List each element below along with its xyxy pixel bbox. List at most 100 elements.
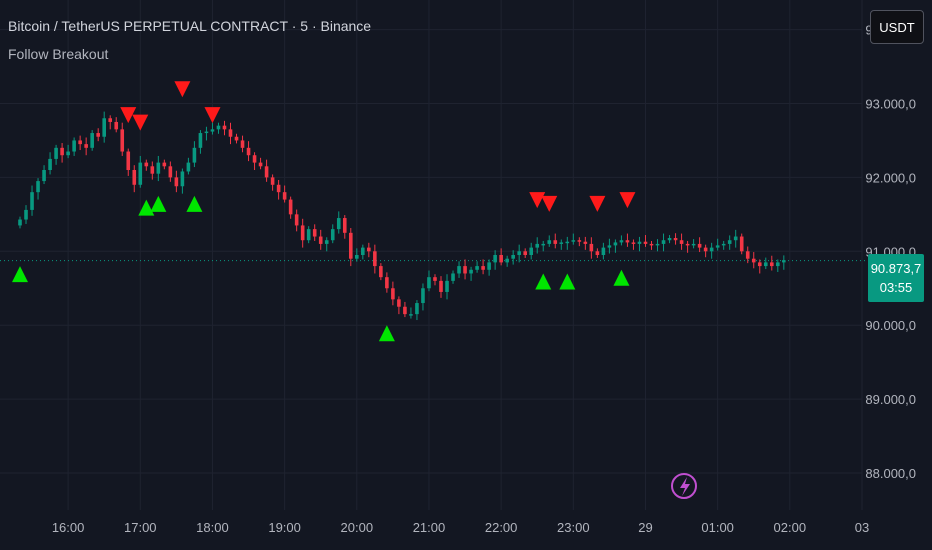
- candle-body: [565, 241, 570, 244]
- candle-body: [625, 240, 630, 243]
- candle-body: [367, 247, 371, 252]
- candle-body: [763, 262, 768, 267]
- candle-body: [421, 288, 425, 304]
- buy-signal-marker: [613, 269, 630, 286]
- candle-body: [643, 241, 648, 244]
- candle-body: [475, 266, 479, 270]
- candle-body: [595, 251, 600, 255]
- time-tick-label: 01:00: [701, 520, 734, 535]
- candle-body: [36, 181, 40, 193]
- candle-body: [324, 240, 329, 244]
- candle-body: [66, 151, 70, 156]
- candle-body: [258, 162, 263, 167]
- symbol-title[interactable]: Bitcoin / TetherUS PERPETUAL CONTRACT · …: [8, 18, 372, 34]
- candle-body: [385, 277, 389, 289]
- candle-body: [691, 243, 696, 246]
- price-tick-label: 92.000,0: [865, 170, 916, 185]
- candle-body: [757, 262, 762, 267]
- candle-body: [144, 162, 149, 167]
- candle-body: [751, 258, 756, 263]
- candle-body: [361, 247, 365, 255]
- candle-body: [631, 242, 636, 244]
- candle-body: [577, 240, 582, 242]
- candle-body: [493, 255, 497, 263]
- sell-signal-marker: [589, 195, 606, 212]
- candle-body: [336, 218, 341, 230]
- price-tick-label: 89.000,0: [865, 392, 916, 407]
- time-tick-label: 18:00: [196, 520, 229, 535]
- candle-body: [517, 251, 521, 255]
- candle-body: [102, 118, 106, 137]
- candle-body: [198, 133, 203, 148]
- candle-body: [535, 243, 540, 248]
- candle-body: [162, 162, 167, 167]
- time-axis[interactable]: 16:00 17:00 18:00 19:00 20:00 21:00 22:00 23:00…: [52, 520, 869, 535]
- price-axis[interactable]: 88.000,089.000,090.000,091.000,092.000,0…: [865, 23, 916, 481]
- candle-body: [138, 162, 143, 185]
- candle-body: [403, 306, 407, 315]
- candle-body: [192, 147, 197, 163]
- time-tick-label: 02:00: [774, 520, 807, 535]
- buy-signal-marker: [150, 195, 167, 212]
- candle-body: [685, 243, 690, 246]
- candle-body: [415, 303, 419, 315]
- candle-body: [613, 242, 618, 246]
- candle-body: [451, 273, 455, 281]
- candle-body: [216, 125, 221, 130]
- candle-body: [583, 241, 588, 244]
- candle-body: [60, 147, 64, 156]
- signal-markers: [12, 81, 636, 342]
- sell-signal-marker: [132, 114, 149, 131]
- candle-body: [174, 177, 179, 187]
- candle-body: [457, 266, 461, 274]
- candle-body: [697, 243, 702, 248]
- candle-countdown: 03:55: [879, 280, 913, 295]
- sell-signal-marker: [174, 81, 191, 98]
- candle-body: [78, 140, 82, 145]
- candle-body: [505, 258, 509, 263]
- candle-body: [186, 162, 191, 172]
- candle-body: [649, 243, 654, 246]
- candle-body: [30, 192, 34, 210]
- candle-body: [108, 118, 113, 122]
- buy-signal-marker: [378, 325, 395, 342]
- candle-body: [114, 121, 119, 130]
- candle-body: [300, 225, 305, 241]
- candle-body: [288, 199, 293, 215]
- candle-body: [727, 240, 732, 244]
- current-price-value: 90.873,7: [870, 261, 922, 276]
- candle-body: [96, 133, 100, 137]
- candle-body: [180, 171, 185, 187]
- candle-body: [661, 240, 666, 244]
- candle-body: [355, 255, 359, 259]
- candle-body: [391, 288, 395, 300]
- candle-body: [168, 166, 173, 178]
- candle-body: [54, 147, 58, 159]
- candle-body: [42, 170, 46, 182]
- candle-body: [679, 240, 684, 244]
- candle-body: [469, 269, 473, 274]
- candle-body: [252, 155, 257, 163]
- candle-body: [150, 166, 155, 174]
- candle-body: [619, 240, 624, 243]
- time-tick-label: 17:00: [124, 520, 157, 535]
- time-tick-label: 22:00: [485, 520, 518, 535]
- candle-body: [529, 247, 534, 255]
- currency-button[interactable]: USDT: [870, 10, 924, 44]
- candle-body: [523, 251, 527, 255]
- candle-body: [487, 262, 491, 270]
- candle-body: [342, 218, 347, 233]
- candle-body: [48, 158, 52, 170]
- candle-body: [294, 214, 299, 226]
- indicator-name[interactable]: Follow Breakout: [8, 46, 109, 62]
- candle-body: [348, 232, 353, 259]
- candle-body: [330, 229, 335, 241]
- lightning-icon[interactable]: [671, 473, 697, 499]
- candle-body: [222, 125, 227, 130]
- time-tick-label: 29: [638, 520, 652, 535]
- candle-body: [439, 280, 443, 292]
- candle-body: [667, 238, 672, 241]
- time-tick-label: 23:00: [557, 520, 590, 535]
- candle-body: [769, 262, 774, 267]
